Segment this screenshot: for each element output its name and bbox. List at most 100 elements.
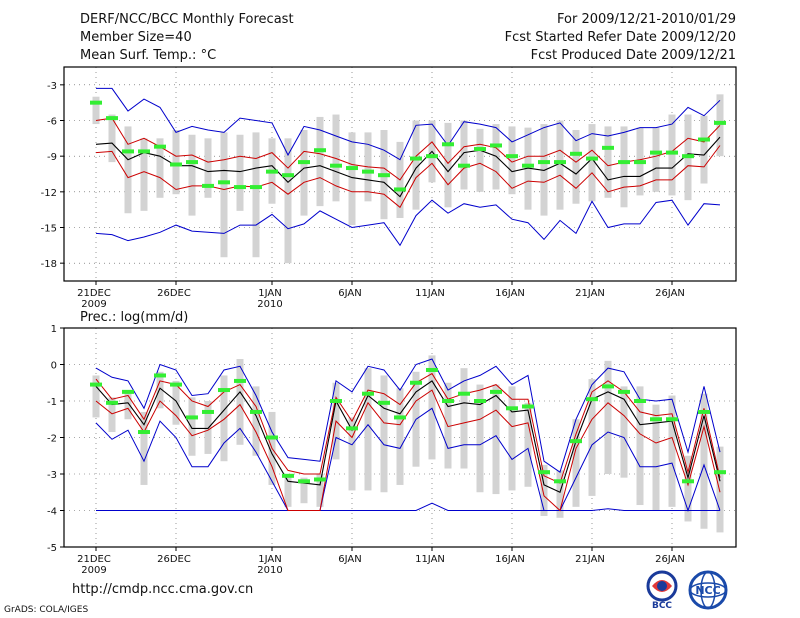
prec-panel-title: Prec.: log(mm/d) [80,310,188,325]
temp-box [108,114,116,163]
member-size: Member Size=40 [80,30,192,45]
prec-box [300,477,308,504]
prec-ytick-label: -2 [47,434,57,445]
prec-obs-marker [266,435,278,440]
temp-obs-marker [250,185,262,190]
prec-obs-marker [122,389,134,394]
prec-obs-marker [330,399,342,403]
temp-max-line [96,87,721,161]
prec-min-line [95,407,721,513]
temp-box [220,132,228,258]
prec-box [108,397,116,433]
prec-box [636,386,644,506]
prec-floor-line [96,502,720,511]
temp-obs-marker [298,160,310,165]
prec-obs-marker [426,367,438,372]
prec-obs-marker [202,409,214,414]
temp-obs-marker [442,142,454,147]
prec-obs-marker [474,399,486,403]
temp-obs-marker [522,163,534,168]
temp-xtick-label: 11JAN [415,288,445,299]
temp-obs-marker [202,183,214,188]
prec-ytick-label: -1 [47,397,57,408]
temp-box [508,126,516,195]
temp-box [236,134,244,211]
prec-box [652,404,660,511]
temp-obs-marker [362,169,374,174]
temp-obs-marker [234,185,246,190]
prec-box [604,360,612,474]
prec-box [700,393,708,529]
temp-min-line [95,199,721,247]
prec-obs-marker [106,400,118,405]
temp-box [156,138,164,198]
prec-obs-marker [586,397,598,402]
prec-obs-marker [394,415,406,420]
prec-box [236,359,244,445]
temp-box [620,126,628,208]
prec-obs-marker [538,470,550,475]
temp-obs-marker [282,173,294,178]
temp-obs-marker [618,160,630,165]
prec-obs-marker [554,479,566,484]
prec-box [284,474,292,507]
prec-box [220,375,228,462]
temp-obs-marker [714,120,726,125]
temp-box [588,124,596,202]
prec-box [524,402,532,487]
temp-box [668,114,676,196]
prec-xtick-label: 26JAN [655,554,685,565]
prec-box [188,397,196,456]
prec-box [204,401,212,454]
temp-box [92,96,100,125]
prec-obs-marker [650,417,662,422]
prec-obs-marker [282,473,294,478]
temp-obs-marker [106,116,118,121]
prec-obs-marker [362,391,374,396]
prec-box [572,419,580,507]
footer-url[interactable]: http://cmdp.ncc.cma.gov.cn [72,582,254,597]
temp-obs-marker [122,149,134,154]
temp-obs-marker [474,147,486,152]
temp-obs-marker [586,156,598,161]
prec-obs-marker [570,439,582,444]
prec-ytick-label: -3 [47,470,57,481]
prec-ytick-label: -5 [47,543,57,554]
prec-obs-marker [410,380,422,385]
temp-obs-marker [458,163,470,168]
temp-box [140,138,148,211]
prec-xtick-label: 21DEC [77,554,111,565]
prec-box [668,395,676,507]
prec-box [396,388,404,485]
temp-box [204,138,212,198]
prec-box [460,368,468,469]
temp-box [316,116,324,207]
prec-obs-marker [714,470,726,475]
prec-obs-marker [186,415,198,420]
temp-ytick-label: -18 [41,259,57,270]
grads-credit: GrADS: COLA/IGES [4,605,89,615]
temp-obs-marker [426,154,438,159]
prec-ytick-label: 1 [51,324,57,335]
temp-ytick-label: -3 [47,81,57,92]
temp-box [252,132,260,258]
temp-obs-marker [682,154,694,159]
prec-ytick-label: -4 [47,507,57,518]
temp-box [412,120,420,210]
prec-box [508,386,516,491]
prec-box [92,375,100,418]
forecast-period: For 2009/12/21-2010/01/29 [557,12,736,27]
bcc-logo-text: BCC [652,601,672,610]
prec-box [124,390,132,420]
ncc-logo-text: NCC [695,584,720,597]
temp-xtick-label: 26JAN [655,288,685,299]
temp-xtick-year: 2009 [81,299,106,310]
temp-obs-marker [330,163,342,168]
temp-box [284,138,292,264]
temp-obs-marker [650,150,662,155]
prec-obs-marker [698,409,710,414]
temp-obs-marker [570,151,582,156]
temp-xtick-label: 16JAN [495,288,525,299]
temp-upper-line [95,117,721,181]
